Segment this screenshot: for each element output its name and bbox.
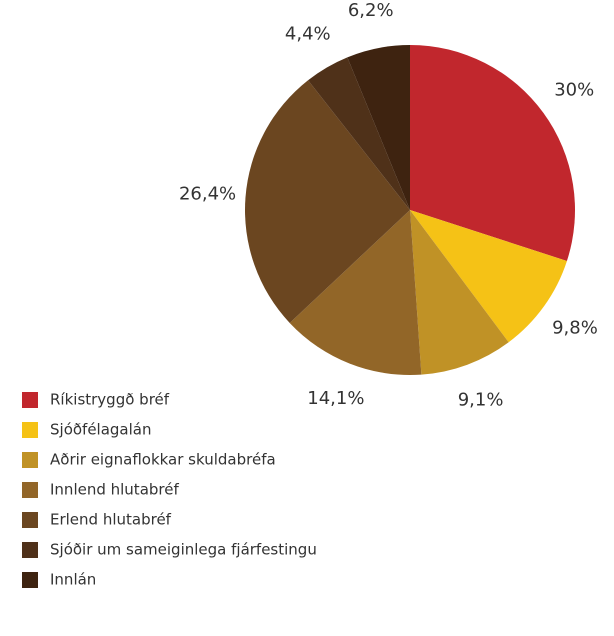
data-label: 6,2% <box>348 0 394 21</box>
pie-slice <box>245 80 410 323</box>
data-label: 4,4% <box>285 24 331 45</box>
pie-slice <box>308 57 410 211</box>
legend-label: Innlán <box>50 571 96 589</box>
pie-slice <box>410 210 567 343</box>
legend-swatch <box>22 542 38 558</box>
legend-swatch <box>22 452 38 468</box>
legend-swatch <box>22 392 38 408</box>
pie-slice <box>410 45 575 261</box>
legend-swatch <box>22 422 38 438</box>
data-label: 9,1% <box>458 389 504 410</box>
legend-label: Sjóðfélagalán <box>50 421 152 439</box>
pie-slice <box>410 210 509 375</box>
legend-swatch <box>22 512 38 528</box>
legend-label: Erlend hlutabréf <box>50 511 172 529</box>
pie-slice <box>347 45 410 210</box>
legend-label: Innlend hlutabréf <box>50 481 179 499</box>
data-label: 30% <box>554 80 594 101</box>
data-label: 14,1% <box>307 388 364 409</box>
data-label: 26,4% <box>179 184 236 205</box>
legend-label: Sjóðir um sameiginlega fjárfestingu <box>50 541 317 559</box>
legend-label: Aðrir eignaflokkar skuldabréfa <box>50 451 276 469</box>
pie-slice <box>289 210 422 375</box>
legend-swatch <box>22 572 38 588</box>
legend-label: Ríkistryggð bréf <box>50 391 170 409</box>
data-label: 9,8% <box>552 317 598 338</box>
legend-swatch <box>22 482 38 498</box>
